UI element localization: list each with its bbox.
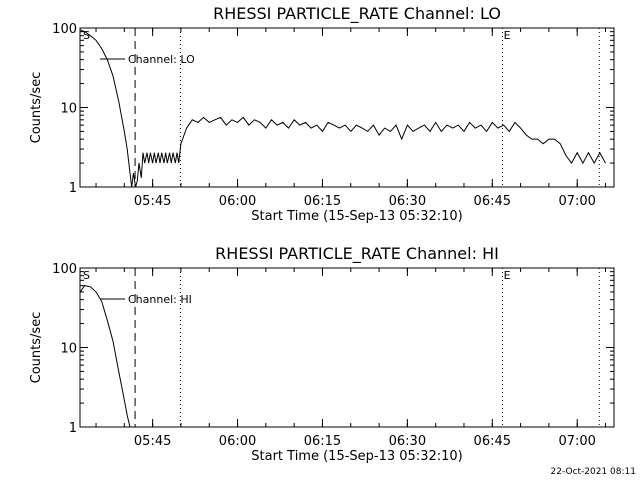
y-tick-label: 100 bbox=[52, 22, 77, 37]
footer-timestamp: 22-Oct-2021 08:11 bbox=[551, 467, 636, 477]
hi-channel-panel: RHESSI PARTICLE_RATE Channel: HI 1 10 100 05… bbox=[29, 244, 615, 464]
x-tick-label: 07:00 bbox=[558, 194, 595, 209]
y-tick-label: 100 bbox=[52, 262, 77, 277]
series-line-hi bbox=[80, 285, 131, 427]
lo-channel-panel: RHESSI PARTICLE_RATE Channel: LO 1 10 100 05… bbox=[29, 4, 615, 224]
x-axis-label: Start Time (15-Sep-13 05:32:10) bbox=[251, 209, 462, 224]
x-axis-label: Start Time (15-Sep-13 05:32:10) bbox=[251, 449, 462, 464]
y-tick-label: 1 bbox=[69, 181, 77, 196]
y-tick-label: 10 bbox=[60, 102, 77, 117]
x-tick-label: 06:30 bbox=[389, 434, 426, 449]
marker-s: S bbox=[83, 269, 90, 282]
y-axis-label: Counts/sec bbox=[29, 72, 44, 144]
x-tick-label: 06:15 bbox=[304, 194, 341, 209]
marker-e: E bbox=[504, 29, 511, 42]
x-tick-label: 06:00 bbox=[219, 434, 256, 449]
x-tick-label: 05:45 bbox=[134, 434, 171, 449]
x-tick-label: 06:00 bbox=[219, 194, 256, 209]
x-tick-label: 06:15 bbox=[304, 434, 341, 449]
legend-label: Channel: LO bbox=[128, 53, 195, 66]
legend-label: Channel: HI bbox=[128, 293, 192, 306]
plot-frame bbox=[79, 267, 615, 428]
marker-e: E bbox=[504, 269, 511, 282]
y-tick-label: 10 bbox=[60, 342, 77, 357]
x-tick-label: 07:00 bbox=[558, 434, 595, 449]
marker-s: S bbox=[83, 29, 90, 42]
x-tick-label: 05:45 bbox=[134, 194, 171, 209]
x-tick-label: 06:45 bbox=[474, 194, 511, 209]
series-line-lo bbox=[80, 29, 606, 187]
x-tick-label: 06:45 bbox=[474, 434, 511, 449]
chart-title: RHESSI PARTICLE_RATE Channel: HI bbox=[215, 244, 499, 264]
chart-title: RHESSI PARTICLE_RATE Channel: LO bbox=[213, 4, 501, 24]
x-tick-label: 06:30 bbox=[389, 194, 426, 209]
y-axis-label: Counts/sec bbox=[29, 312, 44, 384]
y-tick-label: 1 bbox=[69, 421, 77, 436]
